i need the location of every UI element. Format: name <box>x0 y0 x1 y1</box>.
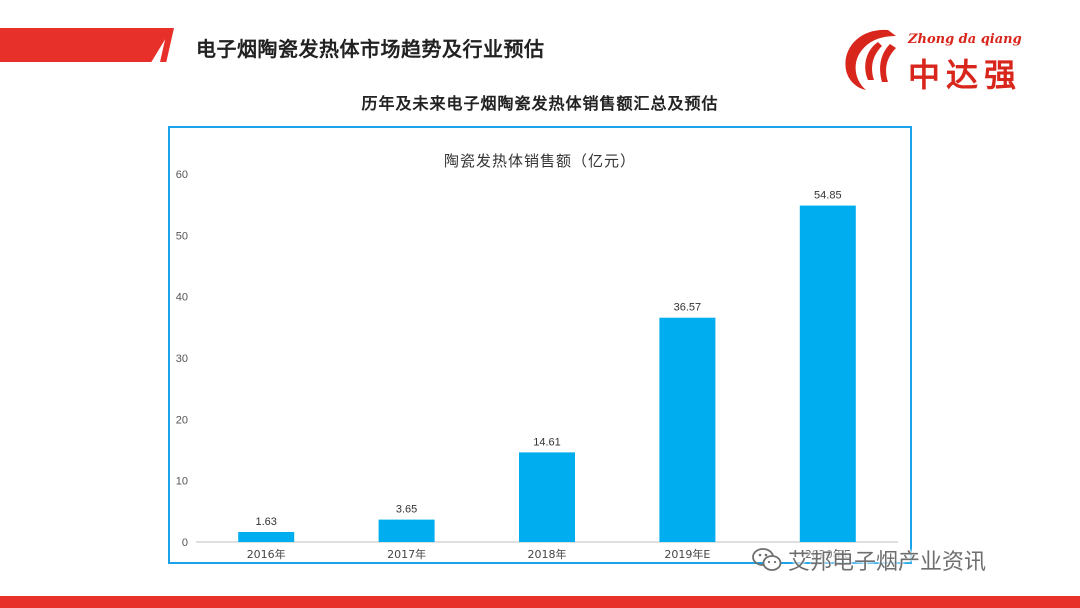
y-tick-label: 20 <box>176 414 188 426</box>
bar <box>519 452 575 542</box>
logo-english-text: Zhong da qiang <box>908 32 1022 47</box>
y-tick-label: 60 <box>176 169 188 181</box>
data-label: 36.57 <box>674 302 702 314</box>
watermark: 艾邦电子烟产业资讯 <box>752 544 986 576</box>
y-tick-label: 0 <box>182 537 188 549</box>
data-label: 1.63 <box>255 516 276 528</box>
chart-title: 陶瓷发热体销售额（亿元） <box>443 152 636 170</box>
bar <box>659 317 716 542</box>
bar <box>378 519 435 542</box>
x-tick-label: 2016年 <box>247 547 286 561</box>
bar-chart: 0 10 20 30 40 50 60 1.63 2016年 3.65 2017年 14.61 2018… <box>176 169 898 561</box>
bar <box>238 532 295 542</box>
logo-emblem-icon <box>845 29 896 90</box>
data-label: 3.65 <box>396 504 417 516</box>
data-label: 54.85 <box>814 190 842 202</box>
y-tick-label: 50 <box>176 230 188 242</box>
x-tick-label: 2020年E <box>805 547 851 561</box>
footer-accent-bar <box>0 596 1080 608</box>
x-tick-label: 2019年E <box>664 547 710 561</box>
x-tick-label: 2018年 <box>528 547 567 561</box>
x-tick-label: 2017年 <box>387 547 426 561</box>
company-logo: Zhong da qiang 中达强 <box>838 22 1048 94</box>
title-accent-band <box>0 28 172 62</box>
bar <box>799 205 856 542</box>
wechat-icon <box>752 548 782 571</box>
y-tick-label: 30 <box>176 353 188 365</box>
y-tick-label: 40 <box>176 292 188 304</box>
watermark-text: 艾邦电子烟产业资讯 <box>788 550 987 575</box>
chart-frame: 陶瓷发热体销售额（亿元） 0 10 20 30 40 50 60 1.63 2016年 3.65 2… <box>168 126 912 564</box>
chart-section-subtitle: 历年及未来电子烟陶瓷发热体销售额汇总及预估 <box>361 94 719 113</box>
data-label: 14.61 <box>533 436 561 448</box>
logo-chinese-text: 中达强 <box>908 56 1023 94</box>
slide-title: 电子烟陶瓷发热体市场趋势及行业预估 <box>196 37 545 61</box>
y-tick-label: 10 <box>176 476 188 488</box>
